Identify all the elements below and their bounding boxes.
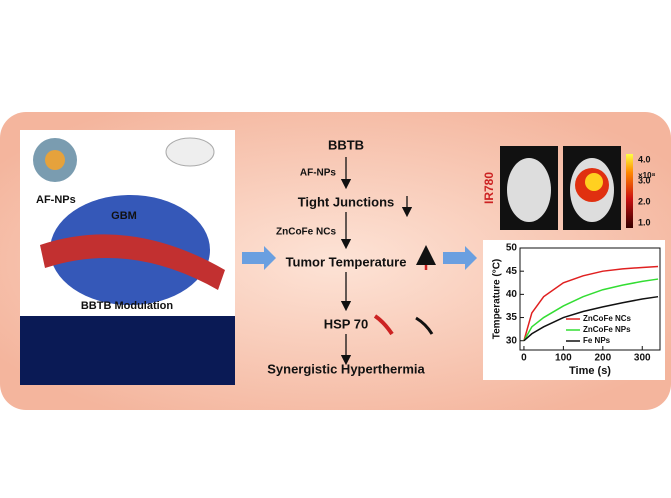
x-axis-label: Time (s) xyxy=(569,365,611,377)
y-tick-label: 30 xyxy=(506,335,518,346)
flow-step: Synergistic Hyperthermia xyxy=(267,361,425,376)
series-line xyxy=(523,278,659,342)
vessel xyxy=(40,234,225,290)
flow-agent: ZnCoFe NCs xyxy=(276,227,336,238)
nanoparticle-core xyxy=(45,150,65,170)
flow-agent: AF-NPs xyxy=(300,168,337,179)
flow-step: BBTB xyxy=(328,137,364,152)
imaging-label: IR780 xyxy=(482,172,496,204)
down-arrow xyxy=(415,316,434,335)
flow-step: Tumor Temperature xyxy=(286,254,407,269)
legend-label: Fe NPs xyxy=(583,336,611,345)
flow-step: HSP 70 xyxy=(324,316,369,331)
x-tick-label: 100 xyxy=(555,353,572,364)
colorbar xyxy=(626,154,633,228)
y-tick-label: 45 xyxy=(506,266,518,277)
y-tick-label: 40 xyxy=(506,289,518,300)
legend-label: ZnCoFe NPs xyxy=(583,325,631,334)
organ-label: GBM xyxy=(111,210,137,222)
panel-caption: BBTB Modulation xyxy=(81,300,174,312)
brain-image xyxy=(507,158,551,222)
colorbar-label: 4.0 xyxy=(638,154,651,164)
colorbar-label: 2.0 xyxy=(638,196,651,206)
series-line xyxy=(523,295,659,342)
legend-label: ZnCoFe NCs xyxy=(583,314,632,323)
y-tick-label: 50 xyxy=(506,243,518,254)
flow-arrow xyxy=(443,246,477,270)
colorbar-label: 1.0 xyxy=(638,217,651,227)
flow-step: Tight Junctions xyxy=(298,194,395,209)
y-tick-label: 35 xyxy=(506,312,518,323)
x-tick-label: 200 xyxy=(594,353,611,364)
mouse xyxy=(165,137,215,167)
colorbar-unit: ×10⁸ xyxy=(638,171,656,180)
chart-panel xyxy=(483,240,665,380)
flow-arrow xyxy=(242,246,276,270)
x-tick-label: 0 xyxy=(521,353,527,364)
y-axis-label: Temperature (°C) xyxy=(492,259,503,340)
microscopy-images xyxy=(20,316,235,385)
colorbar-label: 3.0 xyxy=(638,175,651,185)
plot-frame xyxy=(519,247,661,351)
up-arrow xyxy=(373,314,394,336)
signal-hotspot xyxy=(585,173,603,191)
agent-label: AF-NPs xyxy=(36,194,76,206)
x-tick-label: 300 xyxy=(634,353,651,364)
series-line xyxy=(523,265,659,341)
